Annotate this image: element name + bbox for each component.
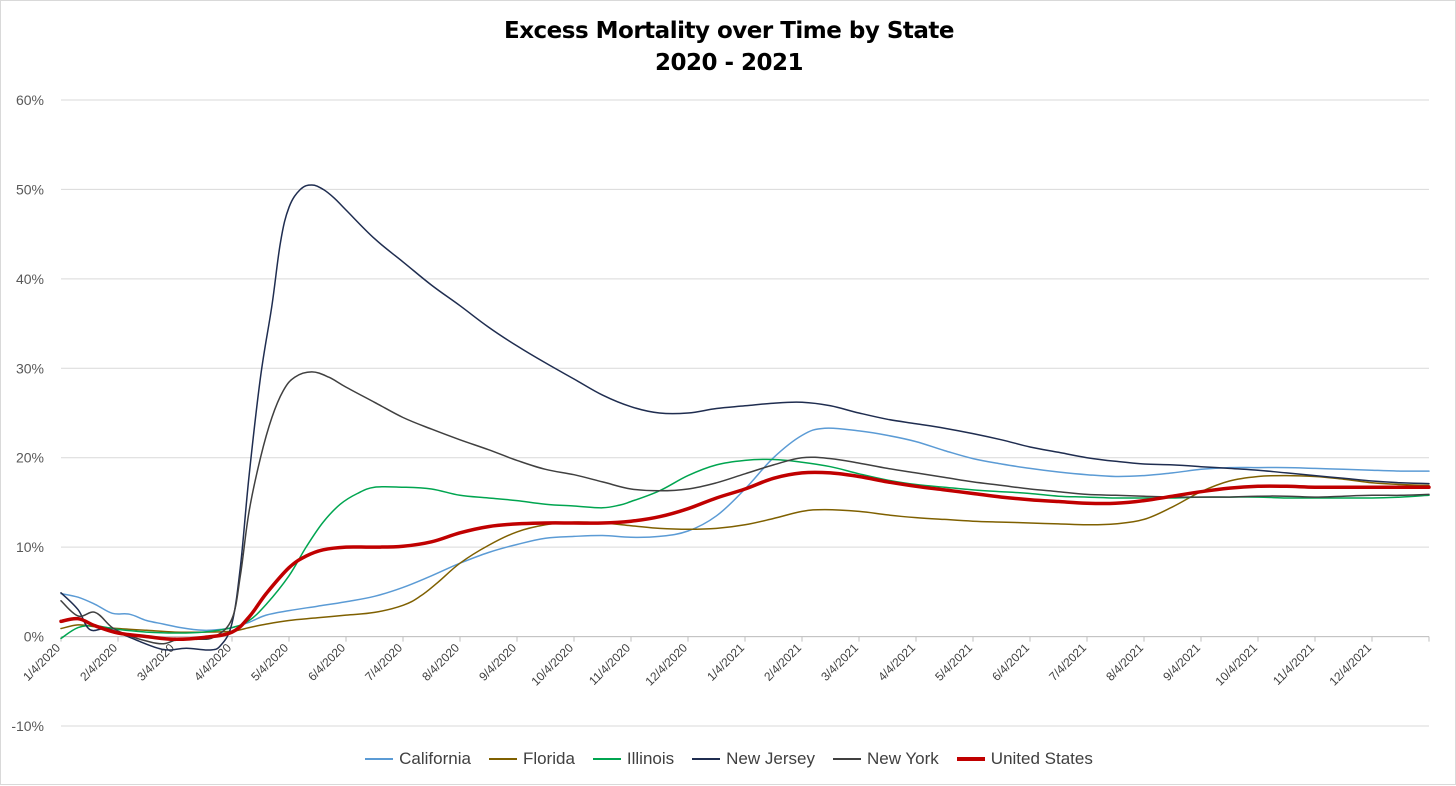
legend-label: New Jersey [726, 749, 815, 768]
legend-swatch [692, 758, 721, 760]
series-line-united-states [59, 470, 1431, 642]
legend-label: California [399, 749, 471, 768]
legend-item-california: California [365, 749, 471, 769]
x-tick-label: 9/4/2020 [476, 641, 519, 684]
legend-label: Illinois [626, 749, 675, 768]
legend-swatch [365, 758, 394, 760]
y-tick-label: 40% [16, 271, 44, 287]
y-tick-label: -10% [11, 718, 44, 734]
x-tick-label: 11/4/2021 [1270, 641, 1317, 688]
legend-label: Florida [522, 749, 575, 768]
series-line-new-york [60, 371, 1430, 645]
x-tick-label: 12/4/2020 [642, 641, 690, 689]
x-tick-label: 7/4/2020 [362, 641, 405, 684]
y-tick-label: 60% [16, 92, 44, 108]
x-tick-label: 5/4/2020 [248, 641, 291, 684]
chart-title: Excess Mortality over Time by State 2020… [1, 15, 1456, 79]
legend-item-illinois: Illinois [592, 749, 675, 769]
legend-item-new-jersey: New Jersey [692, 749, 815, 769]
legend-swatch [956, 757, 985, 761]
x-tick-label: 8/4/2020 [419, 641, 462, 684]
series-line-florida [60, 474, 1430, 634]
legend-item-new-york: New York [832, 749, 939, 769]
y-tick-label: 20% [16, 450, 44, 466]
x-tick-label: 1/4/2020 [20, 641, 63, 684]
x-tick-label: 11/4/2020 [586, 641, 633, 688]
legend-swatch [592, 758, 621, 760]
x-tick-label: 2/4/2020 [77, 641, 120, 684]
chart-legend: California Florida Illinois New Jersey New Y… [1, 749, 1456, 769]
x-tick-label: 5/4/2021 [932, 641, 975, 684]
x-tick-label: 12/4/2021 [1326, 641, 1374, 689]
legend-label: United States [990, 749, 1093, 768]
x-tick-label: 4/4/2020 [191, 641, 234, 684]
legend-item-florida: Florida [488, 749, 575, 769]
legend-swatch [488, 758, 517, 760]
y-tick-label: 50% [16, 181, 44, 197]
x-tick-label: 10/4/2021 [1212, 641, 1260, 689]
x-tick-label: 6/4/2020 [305, 641, 348, 684]
legend-item-united-states: United States [956, 749, 1093, 769]
x-tick-label: 8/4/2021 [1103, 641, 1146, 684]
x-tick-label: 7/4/2021 [1046, 641, 1089, 684]
chart-subtitle-line: 2020 - 2021 [654, 50, 804, 76]
x-tick-label: 3/4/2021 [818, 641, 861, 684]
legend-label: New York [866, 749, 939, 768]
series-line-california [60, 427, 1430, 632]
y-tick-label: 0% [24, 629, 44, 645]
y-tick-label: 30% [16, 360, 44, 376]
x-tick-label: 1/4/2021 [704, 641, 747, 684]
x-tick-label: 4/4/2021 [875, 641, 918, 684]
x-tick-label: 10/4/2020 [528, 641, 576, 689]
series-line-new-jersey [60, 184, 1430, 651]
series-line-illinois [60, 458, 1430, 640]
x-tick-label: 6/4/2021 [989, 641, 1032, 684]
x-tick-label: 2/4/2021 [761, 641, 804, 684]
chart-title-line: Excess Mortality over Time by State [503, 18, 955, 44]
legend-swatch [832, 758, 861, 760]
y-tick-label: 10% [16, 539, 44, 555]
x-tick-label: 9/4/2021 [1160, 641, 1203, 684]
